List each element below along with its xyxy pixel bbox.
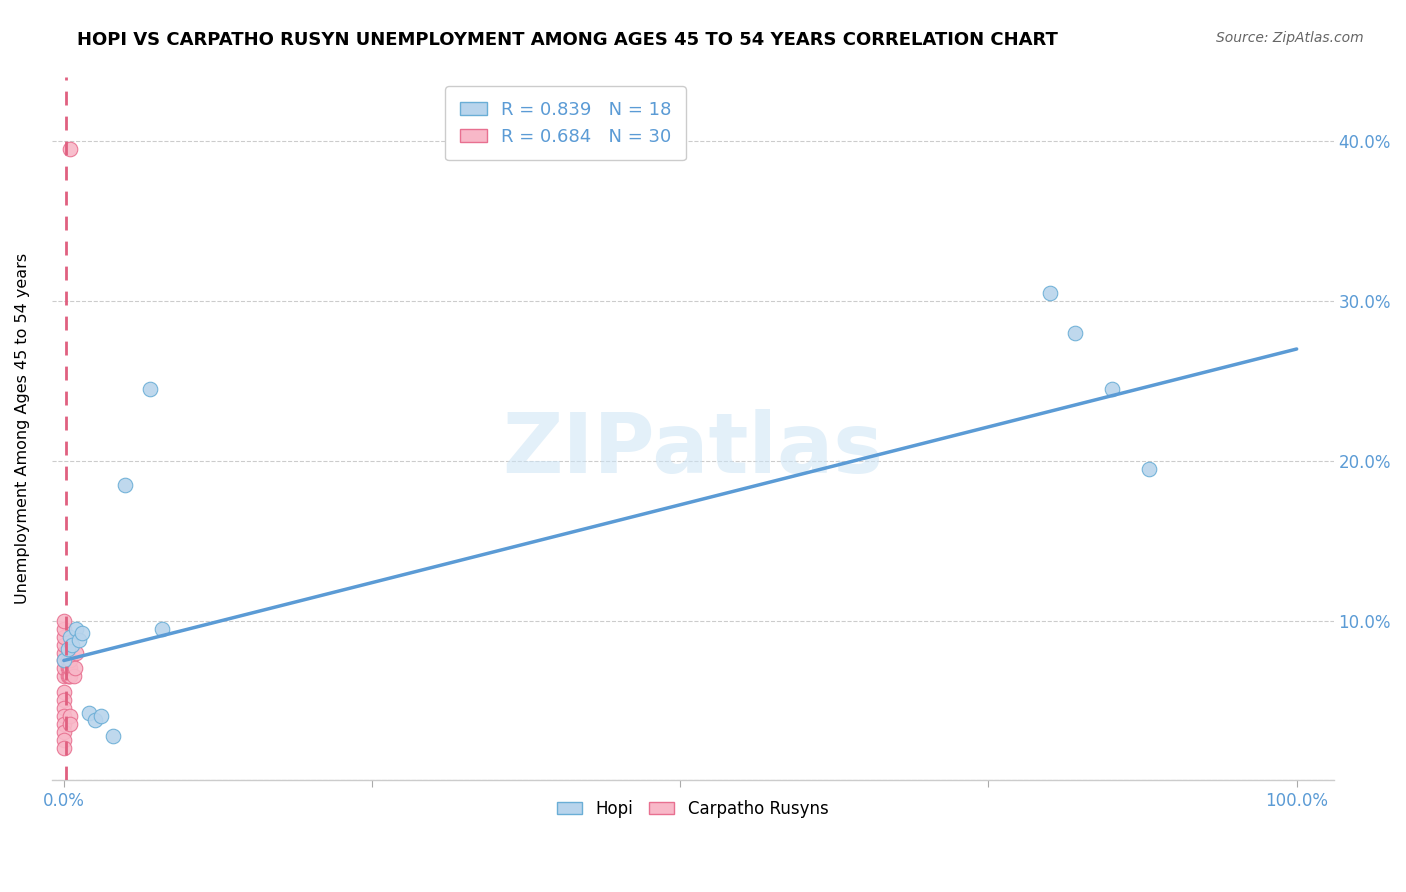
Point: [59, 717, 82, 731]
Point: [59, 661, 82, 675]
Point: [58, 669, 80, 683]
Point: [59, 669, 82, 683]
Point: [52, 614, 75, 628]
Point: [63, 661, 86, 675]
Point: [77, 706, 100, 721]
Point: [52, 709, 75, 723]
Point: [52, 685, 75, 699]
Point: [56, 642, 79, 657]
Point: [52, 630, 75, 644]
Point: [62, 669, 84, 683]
Point: [59, 630, 82, 644]
Point: [52, 669, 75, 683]
Point: [52, 717, 75, 731]
Point: [52, 701, 75, 715]
Y-axis label: Unemployment Among Ages 45 to 54 years: Unemployment Among Ages 45 to 54 years: [15, 253, 30, 605]
Point: [52, 653, 75, 667]
Point: [90, 709, 112, 723]
Point: [67, 632, 90, 647]
Point: [52, 733, 75, 747]
Point: [56, 669, 79, 683]
Point: [59, 653, 82, 667]
Point: [65, 622, 87, 636]
Text: Source: ZipAtlas.com: Source: ZipAtlas.com: [1216, 31, 1364, 45]
Point: [58, 661, 80, 675]
Point: [101, 729, 124, 743]
Point: [52, 653, 75, 667]
Point: [56, 661, 79, 675]
Point: [1063, 326, 1085, 340]
Legend: Hopi, Carpatho Rusyns: Hopi, Carpatho Rusyns: [550, 793, 835, 825]
Point: [72, 626, 94, 640]
Point: [59, 709, 82, 723]
Point: [1039, 286, 1062, 301]
Point: [1101, 382, 1123, 396]
Point: [52, 646, 75, 660]
Point: [83, 713, 105, 727]
Point: [114, 477, 136, 491]
Point: [52, 725, 75, 739]
Point: [52, 638, 75, 652]
Text: HOPI VS CARPATHO RUSYN UNEMPLOYMENT AMONG AGES 45 TO 54 YEARS CORRELATION CHART: HOPI VS CARPATHO RUSYN UNEMPLOYMENT AMON…: [77, 31, 1059, 49]
Point: [139, 382, 162, 396]
Point: [62, 638, 84, 652]
Point: [1137, 462, 1160, 476]
Text: ZIPatlas: ZIPatlas: [502, 409, 883, 491]
Point: [52, 741, 75, 756]
Point: [152, 622, 174, 636]
Point: [56, 653, 79, 667]
Point: [65, 646, 87, 660]
Point: [52, 661, 75, 675]
Point: [52, 693, 75, 707]
Point: [59, 142, 82, 156]
Point: [52, 622, 75, 636]
